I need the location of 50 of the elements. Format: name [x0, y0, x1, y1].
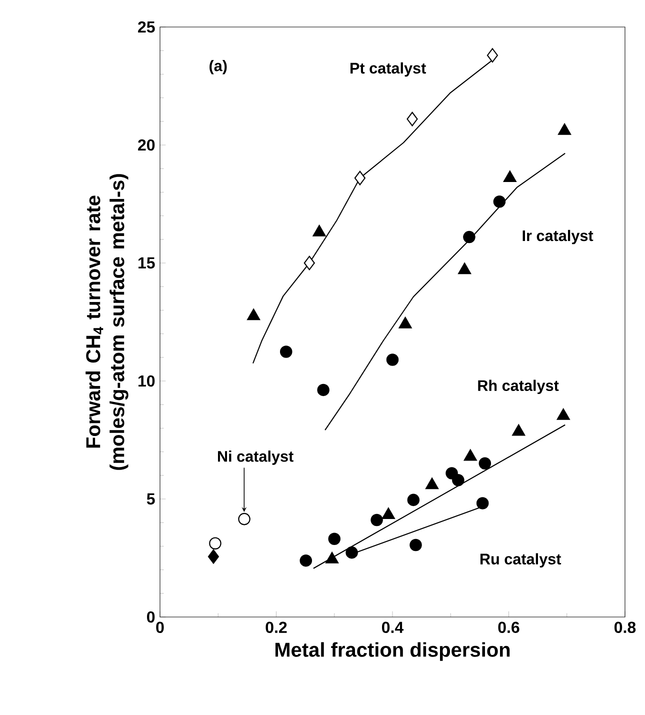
point	[458, 262, 472, 274]
annotation: (a)	[210, 60, 227, 74]
point	[478, 457, 492, 470]
point	[398, 316, 412, 328]
point	[370, 514, 383, 526]
point	[354, 170, 366, 186]
point	[493, 196, 506, 208]
point	[558, 123, 572, 135]
point	[425, 478, 439, 490]
point	[386, 354, 399, 366]
point	[247, 308, 260, 320]
annotation: Rh catalyst	[478, 380, 559, 394]
point	[209, 537, 222, 550]
annotation: Pt catalyst	[350, 62, 426, 77]
point	[476, 497, 489, 510]
point	[382, 508, 395, 520]
point	[300, 554, 312, 567]
x-tick-label: 0	[156, 622, 164, 634]
point	[406, 112, 418, 126]
point	[407, 494, 420, 506]
annotation: Ir catalyst	[522, 230, 594, 244]
point	[464, 449, 477, 461]
point	[317, 384, 330, 396]
point	[304, 256, 315, 270]
annotation: Ru catalyst	[480, 553, 562, 568]
x-tick-label: 0.4	[382, 622, 404, 634]
x-tick-label: 0.2	[266, 622, 287, 634]
point	[512, 424, 526, 436]
point	[503, 170, 516, 182]
point	[556, 408, 570, 420]
point	[208, 549, 220, 564]
point	[486, 48, 498, 63]
point	[452, 474, 464, 486]
x-tick-label: 0.8	[614, 622, 636, 634]
point	[410, 538, 422, 552]
point	[328, 532, 340, 546]
point	[312, 224, 326, 236]
x-tick-label: 0.6	[498, 622, 520, 634]
y-tick-label: 10	[138, 375, 155, 387]
y-tick-label: 20	[138, 139, 155, 151]
x-axis-title: Metal fraction dispersion	[275, 642, 510, 661]
annotation: Ni catalyst	[218, 450, 294, 465]
point	[280, 346, 292, 358]
y-tick-label: 5	[146, 493, 155, 505]
y-tick-label: 0	[147, 611, 155, 623]
point	[346, 546, 358, 559]
point	[238, 512, 250, 526]
point	[463, 230, 476, 244]
y-tick-label: 15	[138, 257, 155, 269]
y-tick-label: 25	[138, 21, 155, 33]
